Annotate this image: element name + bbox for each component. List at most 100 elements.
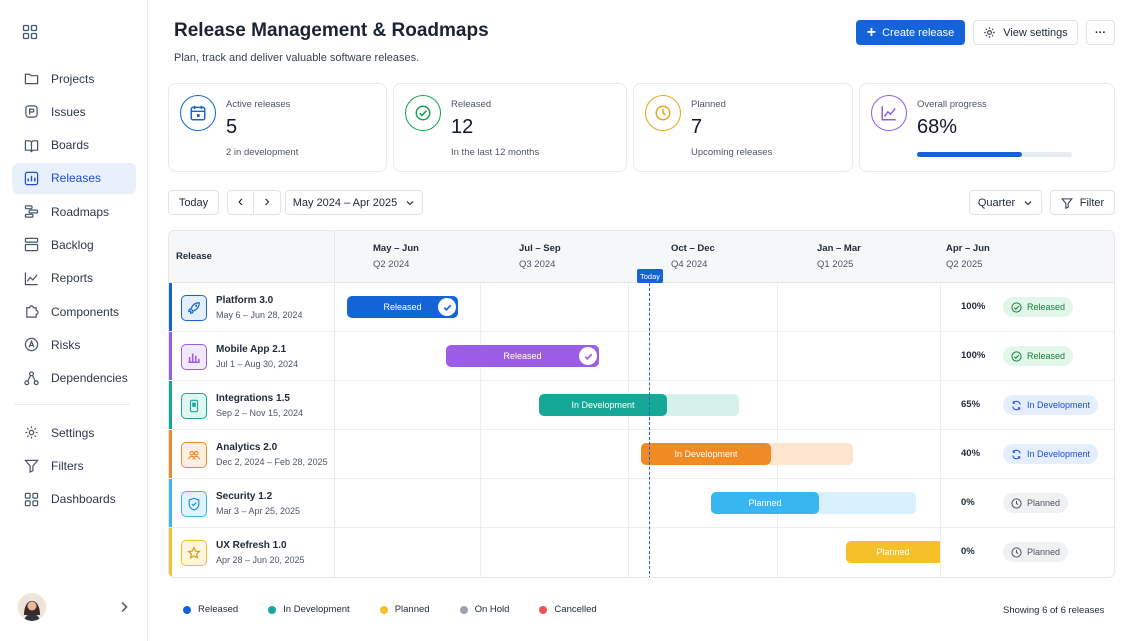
- sidebar-item-boards[interactable]: Boards: [12, 130, 136, 161]
- grid-icon: [23, 491, 39, 507]
- status-badge: Planned: [1003, 542, 1069, 562]
- release-bar[interactable]: In Development: [641, 443, 771, 465]
- release-bar[interactable]: Planned: [846, 541, 940, 563]
- legend-label: In Development: [283, 604, 350, 615]
- release-name[interactable]: UX Refresh 1.0: [216, 540, 287, 551]
- sidebar-item-issues[interactable]: Issues: [12, 96, 136, 127]
- status-badge: In Development: [1003, 444, 1099, 464]
- legend-label: Released: [198, 604, 239, 615]
- bar-label: Planned: [748, 498, 782, 508]
- more-options-button[interactable]: ···: [1086, 20, 1115, 45]
- legend-label: Cancelled: [554, 604, 597, 615]
- progress-value: 100%: [961, 301, 986, 312]
- bar-label: In Development: [674, 449, 738, 459]
- release-name[interactable]: Mobile App 2.1: [216, 344, 287, 355]
- sidebar-item-dependencies[interactable]: Dependencies: [12, 363, 136, 394]
- gridline: [480, 283, 481, 577]
- filter-button[interactable]: Filter: [1050, 190, 1115, 215]
- legend-label: Planned: [394, 604, 430, 615]
- sidebar-item-components[interactable]: Components: [12, 296, 136, 327]
- stat-label: Planned: [691, 99, 726, 110]
- gear-icon: [984, 27, 995, 38]
- zoom-select[interactable]: Quarter: [969, 190, 1042, 215]
- sidebar-item-label: Issues: [51, 104, 86, 119]
- release-name[interactable]: Integrations 1.5: [216, 393, 290, 404]
- date-range-select[interactable]: May 2024 – Apr 2025: [285, 190, 423, 215]
- table-row[interactable]: Security 1.2 Mar 3 – Apr 25, 2025 Planne…: [169, 479, 1114, 528]
- refresh-icon: [1012, 400, 1021, 410]
- view-settings-button[interactable]: View settings: [973, 20, 1078, 45]
- table-row[interactable]: Platform 3.0 May 6 – Jun 28, 2024 Releas…: [169, 283, 1114, 332]
- quarter-label: May – Jun: [373, 243, 419, 254]
- release-bar[interactable]: Planned: [711, 492, 819, 514]
- status-label: In Development: [1027, 449, 1091, 459]
- release-bar[interactable]: Released: [347, 296, 458, 318]
- risk-icon: [23, 337, 39, 353]
- sidebar-item-projects[interactable]: Projects: [12, 63, 136, 94]
- release-bar[interactable]: Released: [446, 345, 599, 367]
- table-row[interactable]: Analytics 2.0 Dec 2, 2024 – Feb 28, 2025…: [169, 430, 1114, 479]
- app-grid-icon[interactable]: [22, 24, 38, 40]
- today-button[interactable]: Today: [168, 190, 219, 215]
- sidebar-divider: [14, 404, 130, 405]
- status-badge: Released: [1003, 297, 1074, 317]
- create-release-button[interactable]: + Create release: [856, 20, 965, 45]
- clock-icon: [645, 95, 681, 131]
- device-icon: [181, 393, 207, 419]
- chevron-right-icon[interactable]: [116, 599, 132, 615]
- status-label: Released: [1027, 351, 1066, 361]
- folder-icon: [23, 71, 39, 87]
- chart-icon: [23, 170, 39, 186]
- sidebar-item-risks[interactable]: Risks: [12, 329, 136, 360]
- progress-fill: [917, 152, 1023, 157]
- plus-icon: +: [866, 23, 877, 41]
- bar-label: Released: [383, 302, 422, 312]
- status-label: Planned: [1027, 547, 1061, 557]
- more-icon: ···: [1095, 26, 1106, 39]
- row-accent: [169, 381, 172, 429]
- clock-icon: [1011, 497, 1022, 509]
- stat-value: 68%: [917, 116, 958, 138]
- legend-dot: [183, 605, 191, 614]
- quarter-label: Apr – Jun: [946, 243, 990, 254]
- chevron-right-icon[interactable]: ›: [264, 193, 270, 210]
- legend-dot: [539, 605, 548, 614]
- primary-nav: Projects Issues Boards Releases Roadmaps…: [12, 63, 136, 396]
- check-icon: [438, 298, 456, 316]
- release-name[interactable]: Platform 3.0: [216, 295, 274, 306]
- release-bar[interactable]: In Development: [539, 394, 667, 416]
- secondary-nav: Settings Filters Dashboards: [12, 417, 136, 517]
- sidebar-item-label: Reports: [51, 271, 94, 286]
- status-badge: Planned: [1003, 493, 1069, 513]
- legend-item: On Hold: [459, 604, 509, 615]
- stat-card-progress: Overall progress 68%: [859, 83, 1115, 172]
- stat-card-released: Released 12 In the last 12 months: [393, 83, 627, 172]
- sidebar-item-settings[interactable]: Settings: [12, 417, 136, 448]
- release-dates: Jul 1 – Aug 30, 2024: [216, 359, 299, 369]
- chevron-left-icon[interactable]: ‹: [228, 191, 255, 214]
- table-row[interactable]: UX Refresh 1.0 Apr 28 – Jun 20, 2025 Pla…: [169, 528, 1114, 577]
- stat-card-planned: Planned 7 Upcoming releases: [633, 83, 853, 172]
- sidebar-item-backlog[interactable]: Backlog: [12, 229, 136, 260]
- release-name[interactable]: Analytics 2.0: [216, 442, 278, 453]
- table-row[interactable]: Integrations 1.5 Sep 2 – Nov 15, 2024 In…: [169, 381, 1114, 430]
- legend-dot: [268, 605, 277, 614]
- quarter-sub: Q3 2024: [519, 259, 556, 270]
- release-name[interactable]: Security 1.2: [216, 491, 273, 502]
- stat-label: Active releases: [226, 99, 291, 110]
- sidebar-item-dashboards[interactable]: Dashboards: [12, 484, 136, 515]
- sidebar-item-releases[interactable]: Releases: [12, 162, 136, 194]
- quarter-sub: Q1 2025: [817, 259, 854, 270]
- backlog-icon: [23, 237, 39, 253]
- puzzle-icon: [23, 304, 39, 320]
- sidebar-item-roadmaps[interactable]: Roadmaps: [12, 196, 136, 227]
- release-dates: May 6 – Jun 28, 2024: [216, 310, 303, 320]
- avatar[interactable]: [18, 593, 46, 621]
- stat-label: Released: [451, 99, 492, 110]
- stat-value: 7: [691, 116, 703, 138]
- legend-dot: [459, 605, 468, 614]
- gridline: [777, 283, 778, 577]
- table-row[interactable]: Mobile App 2.1 Jul 1 – Aug 30, 2024 Rele…: [169, 332, 1114, 381]
- sidebar-item-reports[interactable]: Reports: [12, 263, 136, 294]
- sidebar-item-filters[interactable]: Filters: [12, 450, 136, 481]
